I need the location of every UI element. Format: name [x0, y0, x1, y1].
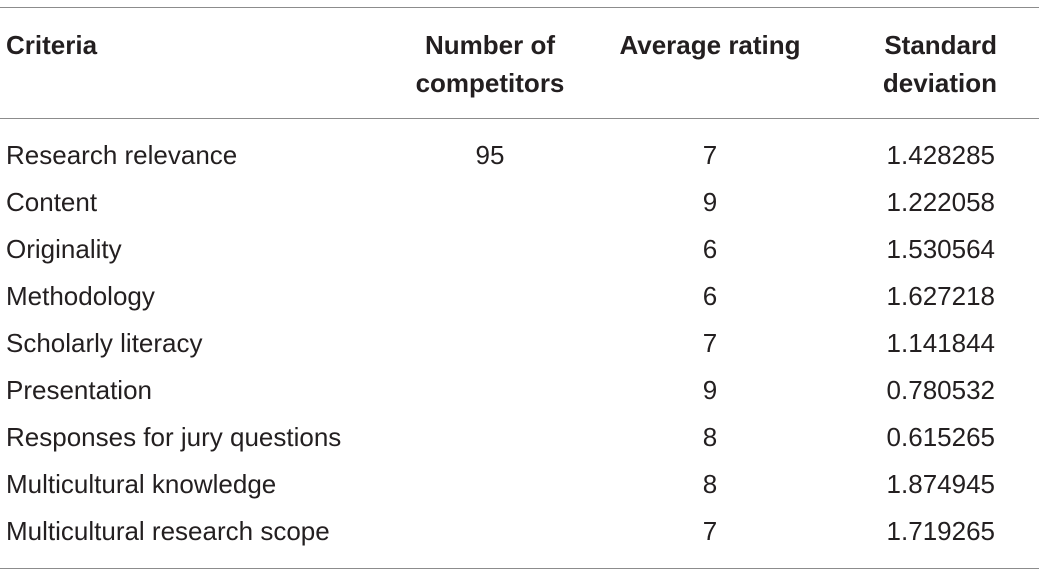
cell-competitors	[390, 225, 590, 272]
header-criteria: Criteria	[6, 30, 98, 60]
cell-criteria: Presentation	[6, 374, 152, 405]
cell-criteria: Multicultural knowledge	[6, 468, 277, 499]
table-row: Presentation 9 0.780532	[0, 366, 1039, 413]
cell-standard-deviation: 1.428285	[886, 139, 995, 170]
header-row: Criteria Number of competitors Average r…	[0, 7, 1039, 119]
header-standard-deviation: Standard deviation	[882, 30, 997, 98]
cell-competitors	[390, 413, 590, 460]
cell-standard-deviation: 1.874945	[886, 468, 995, 499]
cell-criteria: Multicultural research scope	[6, 515, 330, 546]
table-row: Originality 6 1.530564	[0, 225, 1039, 272]
cell-criteria: Originality	[6, 233, 122, 264]
table-row: Multicultural research scope 7 1.719265	[0, 507, 1039, 569]
cell-criteria: Scholarly literacy	[6, 327, 203, 358]
cell-competitors	[390, 272, 590, 319]
table-header: Criteria Number of competitors Average r…	[0, 7, 1039, 119]
table-row: Multicultural knowledge 8 1.874945	[0, 460, 1039, 507]
cell-standard-deviation: 1.222058	[886, 186, 995, 217]
cell-average-rating: 7	[702, 139, 718, 170]
table-row: Responses for jury questions 8 0.615265	[0, 413, 1039, 460]
cell-standard-deviation: 1.719265	[886, 515, 995, 546]
cell-competitors	[390, 178, 590, 225]
cell-competitors	[390, 507, 590, 569]
cell-criteria: Research relevance	[6, 139, 238, 170]
cell-average-rating: 8	[702, 421, 718, 452]
table-row: Methodology 6 1.627218	[0, 272, 1039, 319]
cell-average-rating: 7	[702, 515, 718, 546]
cell-competitors	[390, 366, 590, 413]
table-row: Content 9 1.222058	[0, 178, 1039, 225]
cell-average-rating: 9	[702, 374, 718, 405]
cell-standard-deviation: 0.615265	[886, 421, 995, 452]
cell-standard-deviation: 1.141844	[886, 327, 995, 358]
cell-competitors	[390, 460, 590, 507]
cell-average-rating: 7	[702, 327, 718, 358]
cell-standard-deviation: 1.627218	[886, 280, 995, 311]
cell-criteria: Content	[6, 186, 98, 217]
cell-criteria: Methodology	[6, 280, 155, 311]
cell-competitors: 95	[475, 139, 505, 170]
cell-criteria: Responses for jury questions	[6, 421, 342, 452]
table-body: Research relevance 95 7 1.428285 Content…	[0, 119, 1039, 569]
cell-average-rating: 6	[702, 280, 718, 311]
cell-standard-deviation: 1.530564	[886, 233, 995, 264]
cell-standard-deviation: 0.780532	[886, 374, 995, 405]
cell-competitors	[390, 319, 590, 366]
header-number-of-competitors: Number of competitors	[415, 30, 565, 98]
cell-average-rating: 9	[702, 186, 718, 217]
cell-average-rating: 8	[702, 468, 718, 499]
header-average-rating: Average rating	[619, 30, 801, 60]
cell-average-rating: 6	[702, 233, 718, 264]
table-row: Scholarly literacy 7 1.141844	[0, 319, 1039, 366]
table-row: Research relevance 95 7 1.428285	[0, 119, 1039, 179]
criteria-ratings-table: Criteria Number of competitors Average r…	[0, 7, 1039, 569]
